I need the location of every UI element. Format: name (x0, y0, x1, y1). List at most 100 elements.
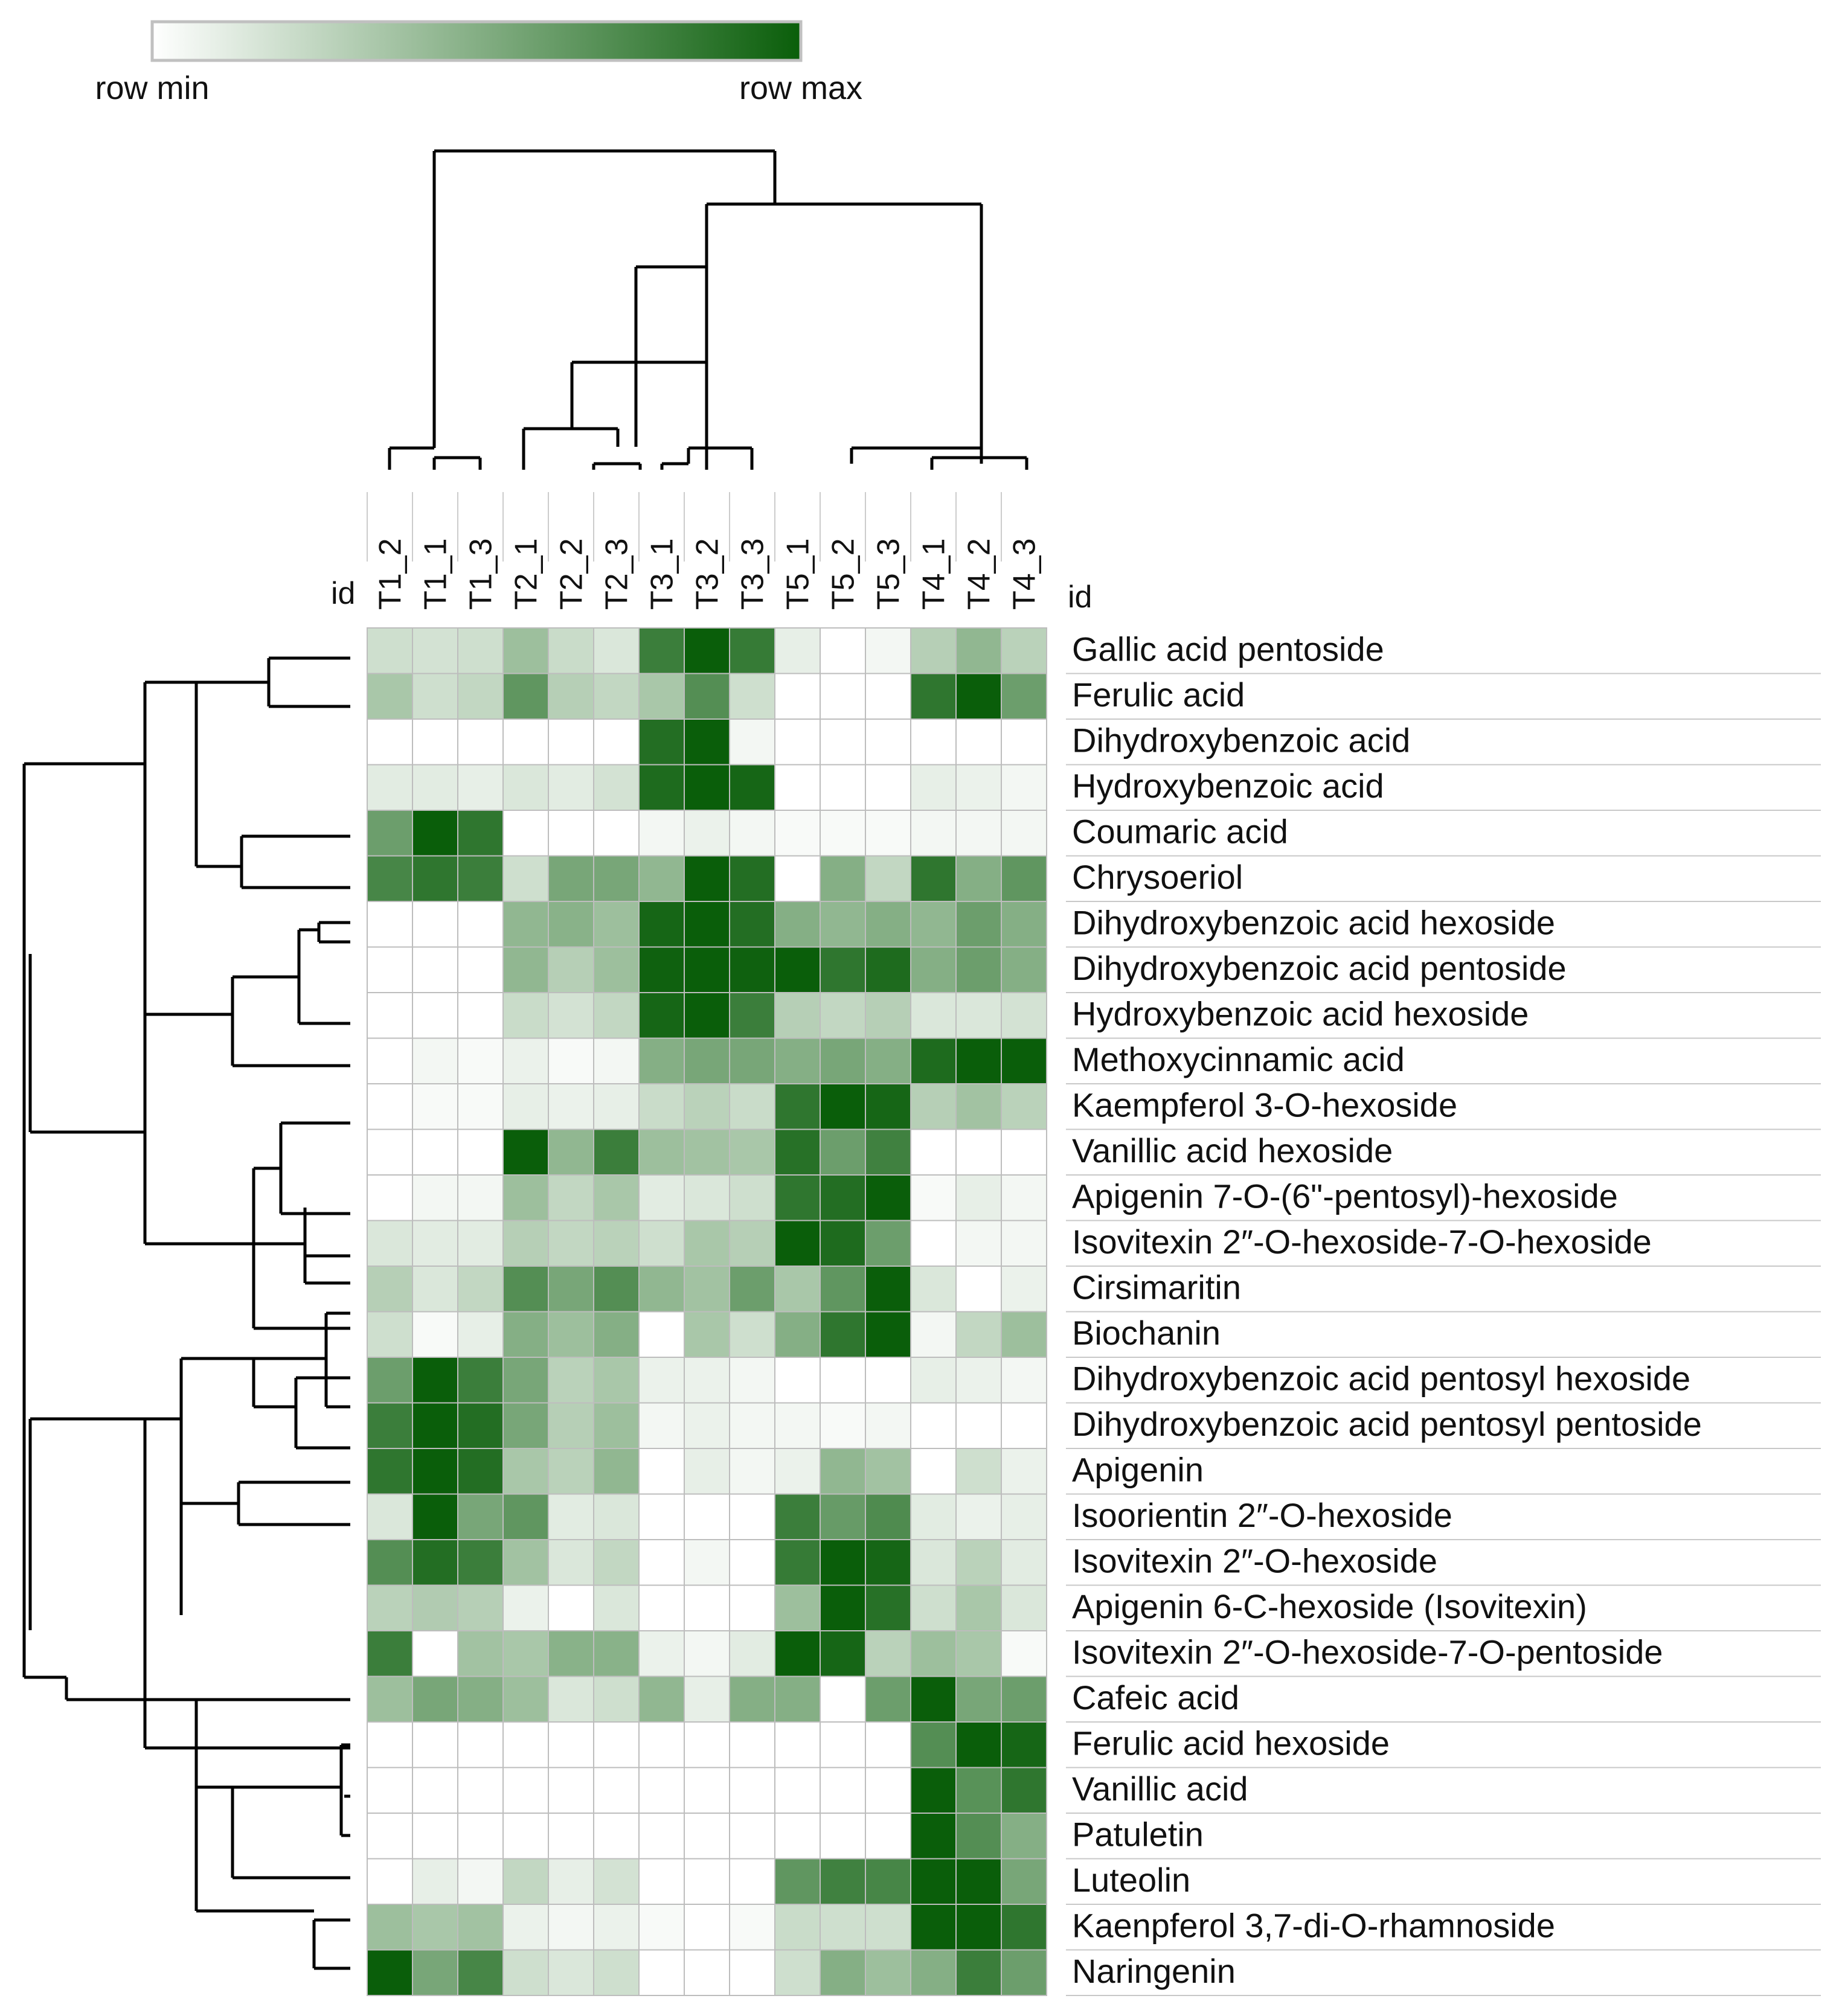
row-dendro-branch (196, 834, 350, 889)
heatmap-cell (548, 1813, 594, 1860)
heatmap-cell (502, 1037, 549, 1084)
heatmap-cell (955, 1584, 1002, 1631)
heatmap-cell (548, 1174, 594, 1221)
heatmap-cell (638, 1949, 685, 1996)
column-id-label-left: id (331, 576, 355, 611)
heatmap-cell (593, 1083, 640, 1130)
heatmap-cell (638, 1584, 685, 1631)
heatmap-cell (684, 810, 730, 857)
heatmap-cell (502, 1584, 549, 1631)
heatmap-cell (457, 1128, 504, 1176)
heatmap-cell (820, 1584, 866, 1631)
heatmap-cell (729, 1767, 775, 1814)
heatmap-cell (1001, 1357, 1047, 1404)
row-label: Naringenin (1072, 1952, 1236, 1990)
column-label: T5_2 (826, 538, 861, 610)
legend-gradient-bar (150, 20, 803, 62)
heatmap-cell (412, 1448, 458, 1495)
column-label: T2_2 (554, 538, 589, 610)
heatmap-cell (955, 855, 1002, 902)
heatmap-cell (593, 1675, 640, 1723)
row-label: Methoxycinnamic acid (1072, 1040, 1405, 1078)
heatmap-cell (502, 1357, 549, 1404)
heatmap-cell (955, 901, 1002, 948)
col-dendro-branch (660, 448, 690, 470)
heatmap-cell (910, 946, 957, 993)
row-dendro-branch (196, 1909, 350, 1970)
heatmap-cells (367, 627, 1047, 1996)
heatmap-cell (865, 946, 911, 993)
heatmap-cell (820, 1904, 866, 1951)
heatmap-cell (457, 1037, 504, 1084)
heatmap-cell (955, 1266, 1002, 1313)
row-label: Dihydroxybenzoic acid (1072, 721, 1410, 759)
heatmap-cell (910, 1128, 957, 1176)
heatmap-cell (774, 1448, 821, 1495)
heatmap-cell (593, 1721, 640, 1768)
heatmap-cell (593, 1630, 640, 1677)
heatmap-cell (412, 1904, 458, 1951)
heatmap-cell (367, 1904, 413, 1951)
heatmap-cell (865, 1311, 911, 1358)
heatmap-cell (865, 1448, 911, 1495)
heatmap-cell (457, 992, 504, 1039)
heatmap-cell (955, 1675, 1002, 1723)
row-dendro-branch (196, 1785, 350, 1880)
col-dendro-branch (570, 267, 708, 448)
heatmap-cell (729, 1584, 775, 1631)
heatmap-cell (684, 1493, 730, 1540)
heatmap-cell (638, 1675, 685, 1723)
heatmap-cell (684, 1266, 730, 1313)
heatmap-cell (593, 1402, 640, 1449)
heatmap-cell (774, 1904, 821, 1951)
heatmap-cell (729, 1904, 775, 1951)
heatmap-cell (457, 1949, 504, 1996)
heatmap-cell (1001, 1174, 1047, 1221)
heatmap-cell (412, 764, 458, 811)
heatmap-cell (910, 1220, 957, 1267)
heatmap-cell (367, 1037, 413, 1084)
heatmap-cell (367, 1767, 413, 1814)
heatmap-cell (502, 1266, 549, 1313)
row-label: Chrysoeriol (1072, 858, 1243, 896)
row-label: Isovitexin 2″-O-hexoside-7-O-pentoside (1072, 1633, 1663, 1671)
row-label: Isovitexin 2″-O-hexoside-7-O-hexoside (1072, 1223, 1652, 1261)
heatmap-cell (729, 1448, 775, 1495)
heatmap-cell (865, 718, 911, 766)
heatmap-cell (684, 946, 730, 993)
heatmap-cell (367, 855, 413, 902)
legend-min-label: row min (95, 70, 209, 106)
heatmap-cell (412, 1675, 458, 1723)
heatmap-cell (684, 1311, 730, 1358)
heatmap-cell (1001, 1083, 1047, 1130)
heatmap-cell (593, 673, 640, 720)
heatmap-cell (548, 1630, 594, 1677)
heatmap-cell (774, 1539, 821, 1586)
heatmap-cell (367, 1357, 413, 1404)
heatmap-cell (910, 1448, 957, 1495)
row-dendro-branch (254, 1208, 350, 1285)
heatmap-cell (548, 1357, 594, 1404)
heatmap-cell (865, 1767, 911, 1814)
heatmap-cell (638, 1083, 685, 1130)
heatmap-cell (820, 764, 866, 811)
row-dendro-branch (179, 1480, 350, 1615)
heatmap-cell (1001, 1584, 1047, 1631)
heatmap-cell (684, 1357, 730, 1404)
row-label: Apigenin 7-O-(6"-pentosyl)-hexoside (1072, 1177, 1618, 1215)
heatmap-cell (865, 1220, 911, 1267)
heatmap-cell (548, 810, 594, 857)
heatmap-cell (774, 1767, 821, 1814)
heatmap-cell (457, 901, 504, 948)
heatmap-cell (865, 1037, 911, 1084)
heatmap-cell (729, 718, 775, 766)
heatmap-cell (502, 1813, 549, 1860)
heatmap-cell (502, 1539, 549, 1586)
heatmap-cell (638, 1721, 685, 1768)
heatmap-cell (955, 1539, 1002, 1586)
heatmap-cell (1001, 1493, 1047, 1540)
heatmap-cell (729, 1813, 775, 1860)
heatmap-cell (684, 1721, 730, 1768)
heatmap-cell (910, 1949, 957, 1996)
heatmap-cell (865, 1584, 911, 1631)
